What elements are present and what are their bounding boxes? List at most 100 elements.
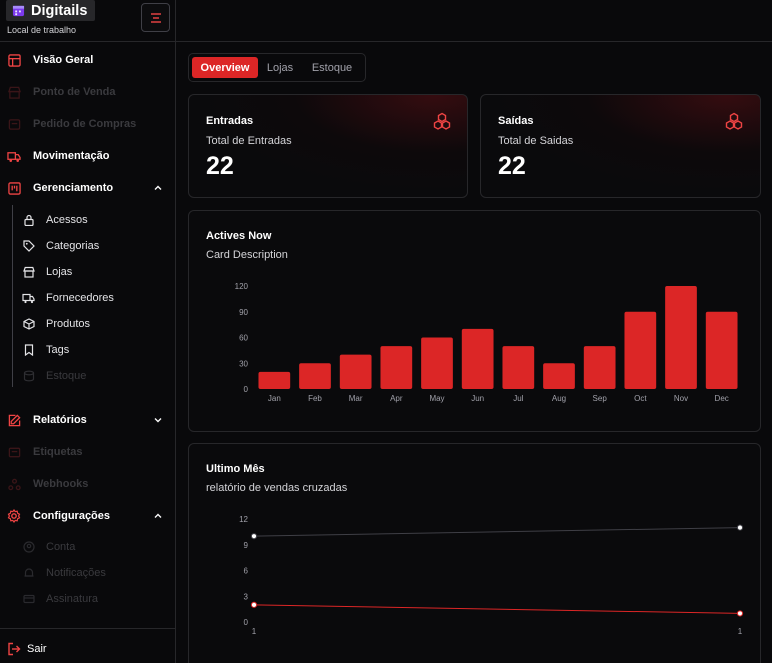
tag-icon: [7, 445, 21, 459]
stat-card-saidas: Saídas Total de Saidas 22: [480, 94, 761, 198]
database-icon: [22, 370, 35, 383]
sidebar-item-webhooks[interactable]: Webhooks: [0, 471, 176, 497]
bar-jan: [258, 371, 291, 389]
x-tick-label: Jul: [513, 394, 523, 403]
x-tick-label: Jan: [268, 394, 281, 403]
card-subtitle: Card Description: [206, 249, 288, 261]
sidebar-item-ponto-de-venda[interactable]: Ponto de Venda: [0, 79, 176, 105]
cart-icon: [7, 117, 21, 131]
bar-jul: [502, 346, 535, 389]
sidebar-subitem-notificacoes[interactable]: Notificações: [0, 560, 176, 586]
tags-icon: [22, 240, 35, 253]
x-tick-label: Oct: [634, 394, 647, 403]
bar-aug: [543, 363, 575, 389]
series-point-2: [250, 601, 258, 608]
truck-icon: [7, 149, 21, 163]
x-tick-label: 1: [252, 627, 257, 636]
series-point-1: [736, 524, 744, 531]
bell-icon: [22, 567, 35, 580]
logout-label: Sair: [27, 643, 47, 655]
y-tick-label: 9: [244, 541, 249, 550]
sidebar-item-visao-geral[interactable]: Visão Geral: [0, 47, 176, 73]
sidebar-subitem-label: Fornecedores: [46, 292, 114, 304]
y-tick-label: 6: [244, 567, 249, 576]
sidebar-item-configuracoes[interactable]: Configurações: [0, 503, 176, 529]
sidebar-subitem-categorias[interactable]: Categorias: [0, 233, 176, 259]
boxes-icon: [725, 112, 743, 130]
sidebar-subitem-produtos[interactable]: Produtos: [0, 311, 176, 337]
y-tick-label: 0: [244, 385, 249, 394]
top-bar: [176, 0, 772, 42]
gear-icon: [7, 509, 21, 523]
actives-now-card: Actives Now Card Description 0 30 60 90 120 J…: [188, 210, 761, 432]
bar-sep: [583, 346, 616, 389]
tab-list: Overview Lojas Estoque: [188, 53, 366, 82]
stat-value: 22: [498, 152, 526, 180]
bar-dec: [705, 311, 738, 389]
x-tick-label: May: [429, 394, 444, 403]
sidebar-subitem-tags[interactable]: Tags: [0, 337, 176, 363]
sidebar-item-gerenciamento[interactable]: Gerenciamento: [0, 175, 176, 201]
sidebar-subitem-label: Tags: [46, 344, 70, 356]
sidebar-item-label: Movimentação: [33, 150, 110, 162]
sidebar-item-movimentacao[interactable]: Movimentação: [0, 143, 176, 169]
sidebar-subitem-assinatura[interactable]: Assinatura: [0, 586, 176, 612]
sidebar-item-etiquetas[interactable]: Etiquetas: [0, 439, 176, 465]
x-tick-label: Mar: [349, 394, 363, 403]
sidebar-subitem-fornecedores[interactable]: Fornecedores: [0, 285, 176, 311]
sidebar-subitem-label: Estoque: [46, 370, 87, 382]
logout-icon: [8, 642, 21, 656]
series-point-2: [736, 610, 744, 617]
logout-button[interactable]: Sair: [0, 628, 176, 663]
chevron-down-icon: [154, 418, 162, 423]
sidebar-subitem-acessos[interactable]: Acessos: [0, 207, 176, 233]
sidebar-item-label: Visão Geral: [33, 54, 94, 66]
x-tick-label: Aug: [552, 394, 566, 403]
card-title: Ultimo Mês: [206, 463, 265, 475]
x-tick-label: Sep: [593, 394, 608, 403]
tab-overview[interactable]: Overview: [192, 57, 258, 78]
sidebar-subitem-lojas[interactable]: Lojas: [0, 259, 176, 285]
bar-chart: 0 30 60 90 120 Jan Feb Mar Apr May Jun Jul Aug Sep Oct…: [235, 282, 738, 403]
package-icon: [22, 318, 35, 331]
brand-name: Digitails: [31, 2, 88, 19]
sidebar-item-relatorios[interactable]: Relatórios: [0, 407, 176, 433]
stat-value: 22: [206, 152, 234, 180]
y-tick-label: 3: [244, 592, 249, 601]
sidebar-subitem-label: Produtos: [46, 318, 91, 330]
menu-icon: [150, 12, 161, 23]
sidebar-item-pedido-de-compras[interactable]: Pedido de Compras: [0, 111, 176, 137]
bar-jun: [461, 328, 494, 389]
card-subtitle: Total de Saidas: [498, 135, 574, 147]
card-title: Saídas: [498, 115, 534, 127]
sidebar-subitem-label: Categorias: [46, 240, 100, 252]
series-line-2: [253, 604, 741, 614]
bookmark-icon: [22, 344, 35, 357]
sidebar: Digitails Local de trabalho Visão Geral …: [0, 0, 176, 663]
sidebar-item-label: Relatórios: [33, 414, 87, 426]
layout-icon: [7, 53, 21, 67]
chevron-up-icon: [154, 513, 162, 518]
sidebar-item-label: Ponto de Venda: [33, 86, 116, 98]
tab-lojas[interactable]: Lojas: [266, 61, 294, 74]
workspace-label: Local de trabalho: [7, 25, 77, 35]
y-tick-label: 90: [239, 308, 248, 317]
bar-may: [421, 337, 453, 389]
submenu-rule: [12, 205, 13, 387]
last-month-card: Ultimo Mês relatório de vendas cruzadas …: [188, 443, 761, 663]
sidebar-subitem-conta[interactable]: Conta: [0, 534, 176, 560]
tab-estoque[interactable]: Estoque: [311, 61, 353, 74]
kanban-icon: [7, 181, 21, 195]
line-chart: 0 3 6 9 12 1 1: [239, 515, 744, 636]
bar-apr: [380, 346, 413, 389]
workspace-switcher[interactable]: Digitails: [6, 0, 96, 21]
chevron-up-icon: [154, 185, 162, 190]
x-tick-label: Nov: [674, 394, 688, 403]
bar-mar: [339, 354, 372, 389]
bar-oct: [624, 311, 657, 389]
sidebar-subitem-label: Notificações: [46, 567, 106, 579]
sidebar-subitem-estoque[interactable]: Estoque: [0, 363, 176, 389]
x-tick-label: Jun: [471, 394, 484, 403]
menu-toggle-button[interactable]: [141, 3, 170, 32]
stat-card-entradas: Entradas Total de Entradas 22: [188, 94, 468, 198]
